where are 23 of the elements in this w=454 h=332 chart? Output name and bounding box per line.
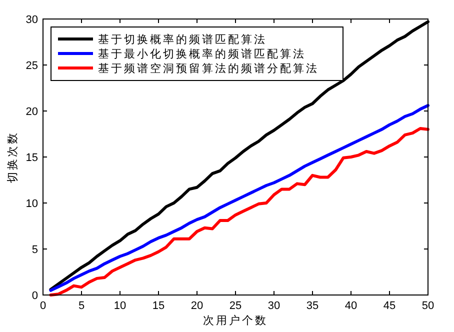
y-tick-label: 30 bbox=[26, 14, 38, 26]
x-tick-label: 45 bbox=[383, 300, 396, 312]
x-axis-title: 次用户个数 bbox=[203, 314, 268, 327]
x-tick-label: 40 bbox=[344, 300, 358, 312]
x-tick-label: 20 bbox=[190, 300, 204, 312]
x-tick-label: 15 bbox=[152, 300, 165, 312]
x-tick-label: 50 bbox=[422, 300, 434, 312]
x-tick-label: 25 bbox=[229, 300, 242, 312]
legend-label: 基于频谱空洞预留算法的频谱分配算法 bbox=[98, 62, 319, 75]
y-axis-title: 切换次数 bbox=[6, 131, 19, 183]
y-tick-label: 10 bbox=[26, 198, 38, 210]
x-tick-label: 5 bbox=[78, 300, 85, 312]
y-tick-label: 5 bbox=[32, 244, 38, 256]
legend-label: 基于切换概率的频谱匹配算法 bbox=[98, 33, 267, 46]
x-tick-label: 0 bbox=[40, 300, 46, 312]
y-tick-label: 20 bbox=[26, 106, 38, 118]
legend-label: 基于最小化切换概率的频谱匹配算法 bbox=[98, 48, 306, 60]
x-tick-label: 10 bbox=[114, 300, 126, 312]
x-tick-label: 30 bbox=[268, 300, 280, 312]
y-tick-label: 25 bbox=[26, 60, 38, 72]
y-tick-label: 15 bbox=[26, 152, 38, 164]
y-tick-label: 0 bbox=[32, 290, 38, 302]
x-tick-label: 35 bbox=[306, 300, 319, 312]
